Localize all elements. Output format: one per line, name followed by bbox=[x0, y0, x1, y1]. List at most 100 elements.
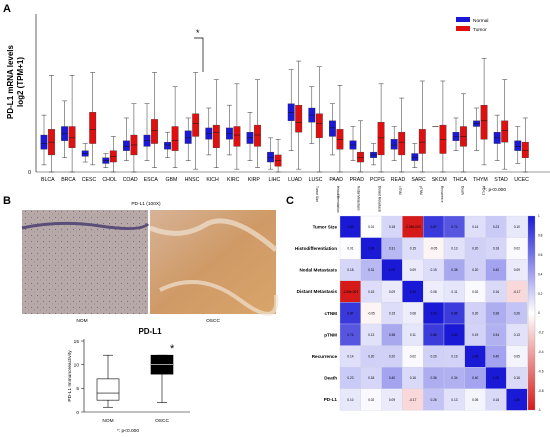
heatmap-col-label-ptnm: pTNM bbox=[419, 186, 423, 195]
heatmap-cell-value-0-6: 0.14 bbox=[472, 225, 478, 229]
heatmap-col-label-histodifferentiation: Histodifferentiation bbox=[336, 186, 340, 213]
heatmap-col-label-distant-metastasis: Distant Metastasis bbox=[377, 186, 381, 212]
heatmap-cell-value-2-4: 0.15 bbox=[430, 268, 436, 272]
heatmap-cell-value-8-5: 0.13 bbox=[451, 398, 457, 402]
category-label-thym: THYM bbox=[473, 177, 488, 183]
category-label-stad: STAD bbox=[494, 177, 508, 183]
heatmap-cell-value-4-6: 0.20 bbox=[472, 311, 478, 315]
heatmap-row-label-pd-l1: PD-L1 bbox=[324, 397, 338, 402]
category-label-gbm: GBM bbox=[165, 177, 177, 183]
panel-a-letter: A bbox=[3, 3, 11, 15]
heatmap-cell-value-0-5: 0.74 bbox=[451, 225, 457, 229]
category-label-luad: LUAD bbox=[288, 177, 302, 183]
heatmap-cell-value-7-6: 0.40 bbox=[472, 376, 478, 380]
heatmap-cell-value-5-7: 0.34 bbox=[493, 333, 499, 337]
heatmap-cell-value-8-6: 0.05 bbox=[472, 398, 478, 402]
box-tumor-lusc bbox=[315, 113, 323, 139]
panel-a-category-labels: BLCA BRCA CESC CHOL COAD ESCA GBM HNSC KICH KIRC K… bbox=[41, 177, 529, 183]
heatmap-cell-value-8-3: -0.17 bbox=[409, 398, 416, 402]
heatmap-cell-value-3-7: 0.16 bbox=[493, 290, 499, 294]
heatmap-cell-value-2-3: 0.09 bbox=[410, 268, 416, 272]
heatmap-cell-value-2-5: 0.38 bbox=[451, 268, 457, 272]
heatmap-col-label-ctnm: cTNM bbox=[398, 186, 402, 195]
panel-b-boxplot: PD-L1 PD-L1 Immunoreactivity 0 5 10 15 * NO… bbox=[67, 327, 190, 434]
heatmap-cell-value-2-2: 1.00 bbox=[389, 268, 395, 272]
category-label-lihc: LIHC bbox=[268, 177, 280, 183]
category-label-brca: BRCA bbox=[61, 177, 76, 183]
box-tumor-esca bbox=[151, 119, 158, 144]
panel-b-ytick-label-1: 5 bbox=[76, 386, 79, 392]
heatmap-cell-value-4-2: 0.15 bbox=[389, 311, 395, 315]
colorbar-tick-1: 0.8 bbox=[538, 234, 543, 238]
heatmap-cell-value-2-0: 0.18 bbox=[347, 268, 353, 272]
oscc-micrograph bbox=[150, 210, 276, 314]
box-normal-paad bbox=[328, 120, 336, 137]
category-label-prad: PRAD bbox=[350, 177, 365, 183]
heatmap-row-label-recurrence: Recurrence bbox=[312, 354, 338, 359]
box-tumor-stad bbox=[501, 120, 509, 143]
heatmap-cell-value-1-8: 0.02 bbox=[514, 247, 520, 251]
panel-b-chart-title: PD-L1 bbox=[138, 327, 162, 336]
heatmap-cell-value-2-8: 0.09 bbox=[514, 268, 520, 272]
category-label-esca: ESCA bbox=[144, 177, 159, 183]
heatmap-cell-value-5-1: 0.13 bbox=[368, 333, 374, 337]
heatmap-cell-value-1-6: 0.20 bbox=[472, 247, 478, 251]
heatmap-cell-value-0-2: 0.18 bbox=[389, 225, 395, 229]
heatmap-cell-value-6-1: 0.20 bbox=[368, 355, 374, 359]
heatmap-cell-value-1-4: -0.05 bbox=[430, 247, 437, 251]
legend-normal-swatch bbox=[456, 17, 470, 22]
colorbar-tick-10: -1 bbox=[538, 408, 541, 412]
box-tumor-read bbox=[398, 132, 406, 156]
heatmap-cell-value-5-2: 0.38 bbox=[389, 333, 395, 337]
oscc-image-label: OSCC bbox=[206, 318, 220, 324]
heatmap-cell-value-3-6: 0.02 bbox=[472, 290, 478, 294]
heatmap-cell-value-6-5: 0.19 bbox=[451, 355, 457, 359]
heatmap-colorbar bbox=[527, 215, 536, 411]
box-tumor-kich bbox=[212, 124, 220, 148]
panel-b-ytick-label-0: 0 bbox=[76, 410, 79, 416]
panel-c-heatmap: Tumor Size Histodifferentiation Nodal Meta… bbox=[295, 186, 544, 412]
heatmap-cell-value-3-4: 0.08 bbox=[430, 290, 436, 294]
category-label-skcm: SKCM bbox=[432, 177, 447, 183]
heatmap-cell-value-1-5: 0.13 bbox=[451, 247, 457, 251]
box-normal-ucec bbox=[514, 140, 522, 151]
colorbar-tick-9: -0.8 bbox=[538, 389, 544, 393]
panel-b-ylabel: PD-L1 Immunoreactivity bbox=[67, 350, 73, 402]
box-normal-blca bbox=[40, 134, 48, 150]
heatmap-cell-value-1-1: 1.00 bbox=[368, 247, 374, 251]
heatmap-cell-value-8-7: 0.16 bbox=[493, 398, 499, 402]
heatmap-row-label-ctnm: cTNM bbox=[324, 311, 337, 316]
heatmap-cell-value-1-7: 0.18 bbox=[493, 247, 499, 251]
heatmap-cell-value-0-1: 0.01 bbox=[368, 225, 374, 229]
category-label-kirc: KIRC bbox=[227, 177, 240, 183]
heatmap-cell-value-4-3: 0.08 bbox=[410, 311, 416, 315]
heatmap-cell-value-6-3: 0.02 bbox=[410, 355, 416, 359]
box-normal-hnsc bbox=[184, 130, 192, 144]
heatmap-col-label-recurrence: Recurrence bbox=[440, 186, 444, 203]
panel-b-yticks: 0 5 10 15 bbox=[74, 339, 84, 416]
heatmap-cell-value-1-0: 0.01 bbox=[347, 247, 353, 251]
heatmap-cell-value-4-0: 0.87 bbox=[347, 311, 353, 315]
colorbar-tick-0: 1 bbox=[538, 214, 540, 218]
heatmap-cell-value-4-4: 1.00 bbox=[430, 311, 436, 315]
colorbar-tick-3: 0.4 bbox=[538, 272, 543, 276]
panel-b-letter: B bbox=[3, 195, 11, 207]
heatmap-cell-value-5-0: 0.74 bbox=[347, 333, 353, 337]
heatmap-cell-value-7-1: 0.18 bbox=[368, 376, 374, 380]
category-label-sarc: SARC bbox=[411, 177, 426, 183]
panel-a-significance-bracket bbox=[194, 37, 204, 72]
heatmap-cell-value-3-1: 0.15 bbox=[368, 290, 374, 294]
box-normal-read bbox=[390, 139, 398, 150]
box-tumor-cesc bbox=[89, 112, 97, 144]
heatmap-row-label-ptnm: pTNM bbox=[324, 332, 337, 337]
panel-a-ylabel-line2: log2 (TPM+1) bbox=[16, 57, 25, 107]
panel-b-boxes bbox=[96, 354, 174, 408]
heatmap-cell-value-0-0: 1.00 bbox=[347, 225, 353, 229]
panel-a-boxplot: PD-L1 mRNA levels log2 (TPM+1) 0 BLCA BRC… bbox=[6, 14, 550, 193]
panel-a-ylabel-line1: PD-L1 mRNA levels bbox=[6, 44, 15, 119]
category-label-coad: COAD bbox=[123, 177, 138, 183]
heatmap-cell-value-8-4: 0.26 bbox=[430, 398, 436, 402]
heatmap-cell-value-5-8: 0.13 bbox=[514, 333, 520, 337]
panel-a-boxes bbox=[40, 57, 529, 173]
